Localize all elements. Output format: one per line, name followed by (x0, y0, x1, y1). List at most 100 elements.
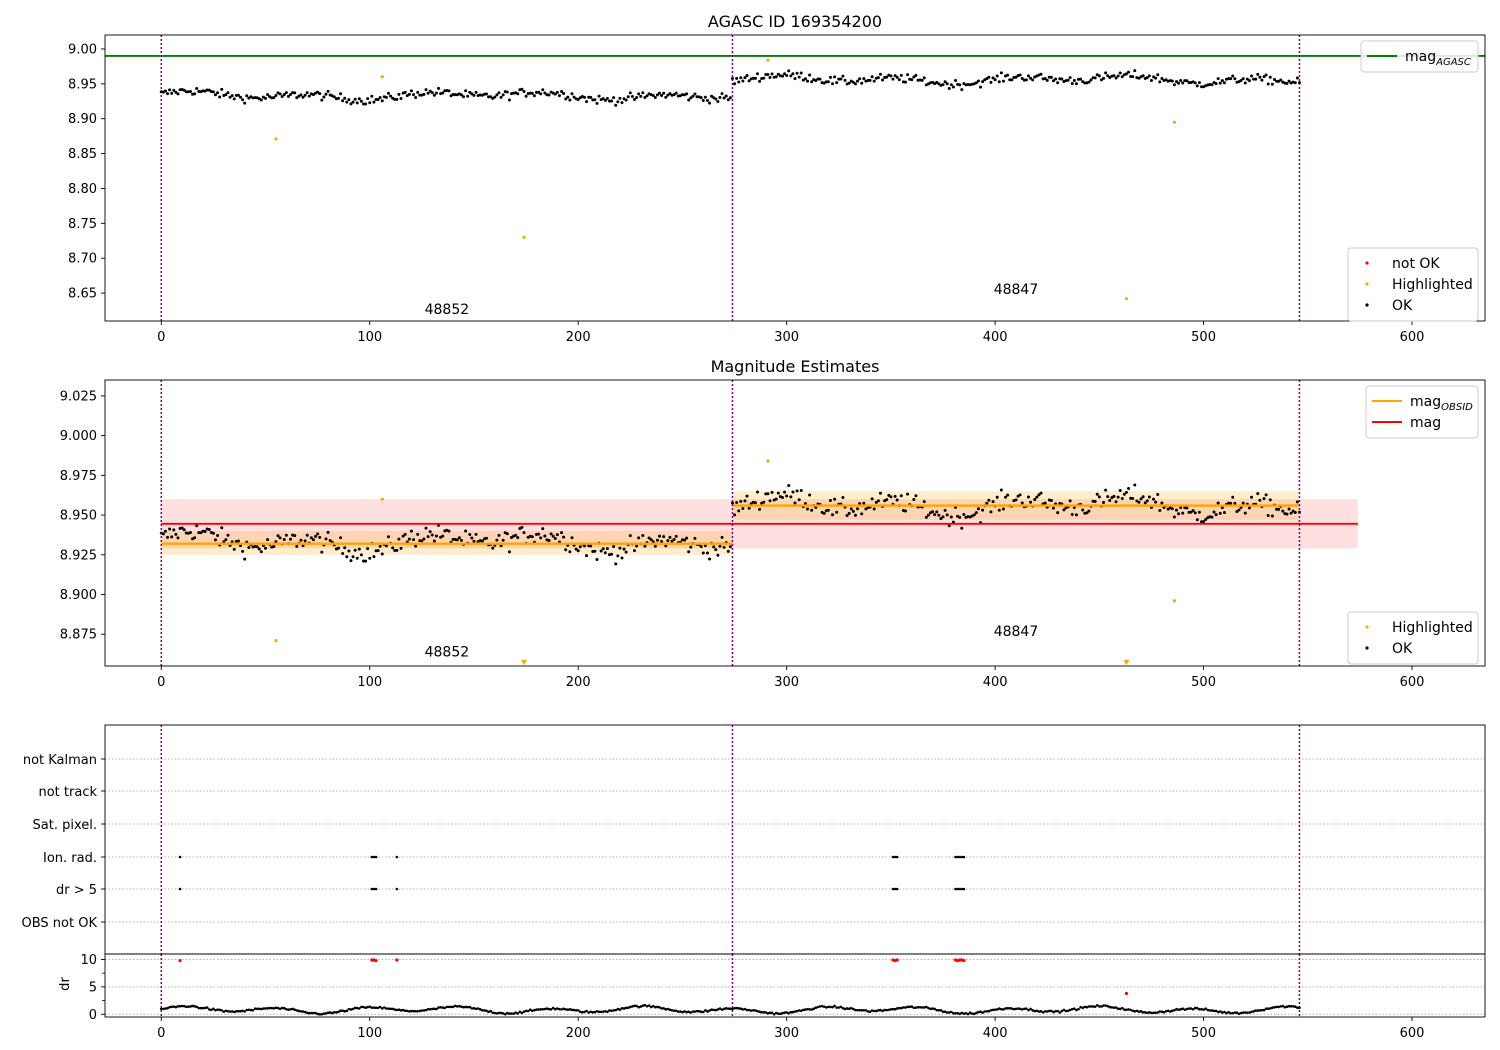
dr-point (895, 1007, 899, 1010)
ok-point (776, 491, 780, 495)
dr-point (253, 1007, 257, 1010)
ok-point (174, 90, 178, 94)
dr-point (345, 1009, 349, 1013)
ok-point (520, 525, 524, 529)
ok-point (806, 79, 810, 83)
dr-point (1093, 1005, 1097, 1008)
ok-point (407, 537, 411, 541)
dr-point (624, 1006, 628, 1010)
dr-point (299, 1010, 303, 1013)
ok-point (1089, 78, 1093, 82)
ok-point (701, 551, 705, 555)
ok-point (903, 80, 907, 84)
dr-point (1129, 1008, 1132, 1012)
ok-point (647, 536, 651, 540)
ok-point (1054, 77, 1058, 81)
ok-point (549, 532, 553, 536)
dr-point (789, 1010, 793, 1014)
ok-point (318, 92, 322, 96)
flag-row-label: OBS not OK (22, 916, 98, 931)
ok-point (714, 97, 718, 101)
ok-point (195, 524, 199, 528)
highlighted-point (766, 459, 770, 463)
dr-point (485, 1009, 488, 1013)
dr-point (672, 1009, 676, 1012)
ok-point (457, 536, 461, 540)
ok-point (464, 529, 468, 533)
ok-point (603, 551, 607, 555)
dr-point (1212, 1009, 1216, 1013)
dr-outlier-point (895, 958, 899, 962)
ok-point (220, 526, 224, 530)
ok-point (1035, 495, 1039, 499)
ok-point (789, 495, 793, 499)
dr-point (879, 1008, 882, 1012)
ok-point (1185, 79, 1189, 83)
dr-point (633, 1004, 636, 1008)
ok-point (1270, 514, 1274, 518)
dr-point (1068, 1008, 1072, 1012)
dr-point (1139, 1010, 1143, 1013)
dr-point (987, 1009, 991, 1013)
ok-point (833, 497, 837, 501)
dr-point (808, 1008, 811, 1011)
dr-point (1231, 1011, 1235, 1015)
ok-point (216, 533, 220, 537)
dr-point (422, 1009, 426, 1012)
dr-point (522, 1010, 526, 1014)
dr-point (979, 1010, 982, 1013)
highlighted-point (522, 235, 526, 239)
ok-point (689, 96, 693, 100)
ok-point (912, 75, 916, 79)
x-tick-label: 500 (1191, 675, 1216, 690)
dr-point (514, 1011, 517, 1014)
dr-point (520, 1011, 524, 1015)
ok-point (501, 93, 505, 97)
dr-point (410, 1009, 413, 1013)
ok-point (808, 73, 812, 77)
ok-point (505, 532, 509, 536)
legend-label: Highlighted (1392, 620, 1473, 636)
dr-point (212, 1007, 215, 1011)
flag-point (374, 855, 378, 859)
ok-point (991, 76, 995, 80)
dr-point (747, 1008, 751, 1012)
dr-point (578, 1010, 582, 1014)
ok-point (1229, 77, 1233, 81)
ok-point (933, 513, 937, 517)
dr-point (827, 1005, 830, 1009)
ok-point (541, 527, 545, 531)
dr-point (449, 1005, 453, 1009)
ok-point (539, 536, 543, 540)
ok-point (303, 93, 307, 97)
dr-point (708, 1009, 711, 1012)
ok-point (389, 94, 393, 98)
ok-point (1214, 513, 1218, 517)
y-tick-label: 9.00 (68, 42, 97, 57)
ok-point (170, 91, 174, 95)
ok-point (1256, 72, 1260, 76)
dr-point (587, 1011, 590, 1014)
dr-point (1254, 1009, 1257, 1012)
ok-point (833, 75, 837, 79)
flag-point (374, 887, 378, 891)
dr-point (591, 1010, 595, 1014)
ok-point (999, 71, 1003, 75)
ok-point (272, 544, 276, 548)
dr-point (641, 1004, 645, 1007)
dr-point (162, 1007, 165, 1011)
dr-point (849, 1006, 853, 1010)
ok-point (176, 536, 180, 540)
dr-point (468, 1005, 472, 1009)
dr-point (768, 1011, 772, 1014)
dr-point (870, 1009, 874, 1012)
ok-point (766, 492, 770, 496)
ok-point (1102, 76, 1106, 80)
ok-point (1147, 74, 1151, 78)
dr-point (1070, 1007, 1074, 1011)
ok-point (764, 73, 768, 77)
ok-point (361, 102, 365, 106)
dr-point (1191, 1008, 1195, 1011)
ok-point (537, 90, 541, 94)
ok-point (351, 100, 355, 104)
